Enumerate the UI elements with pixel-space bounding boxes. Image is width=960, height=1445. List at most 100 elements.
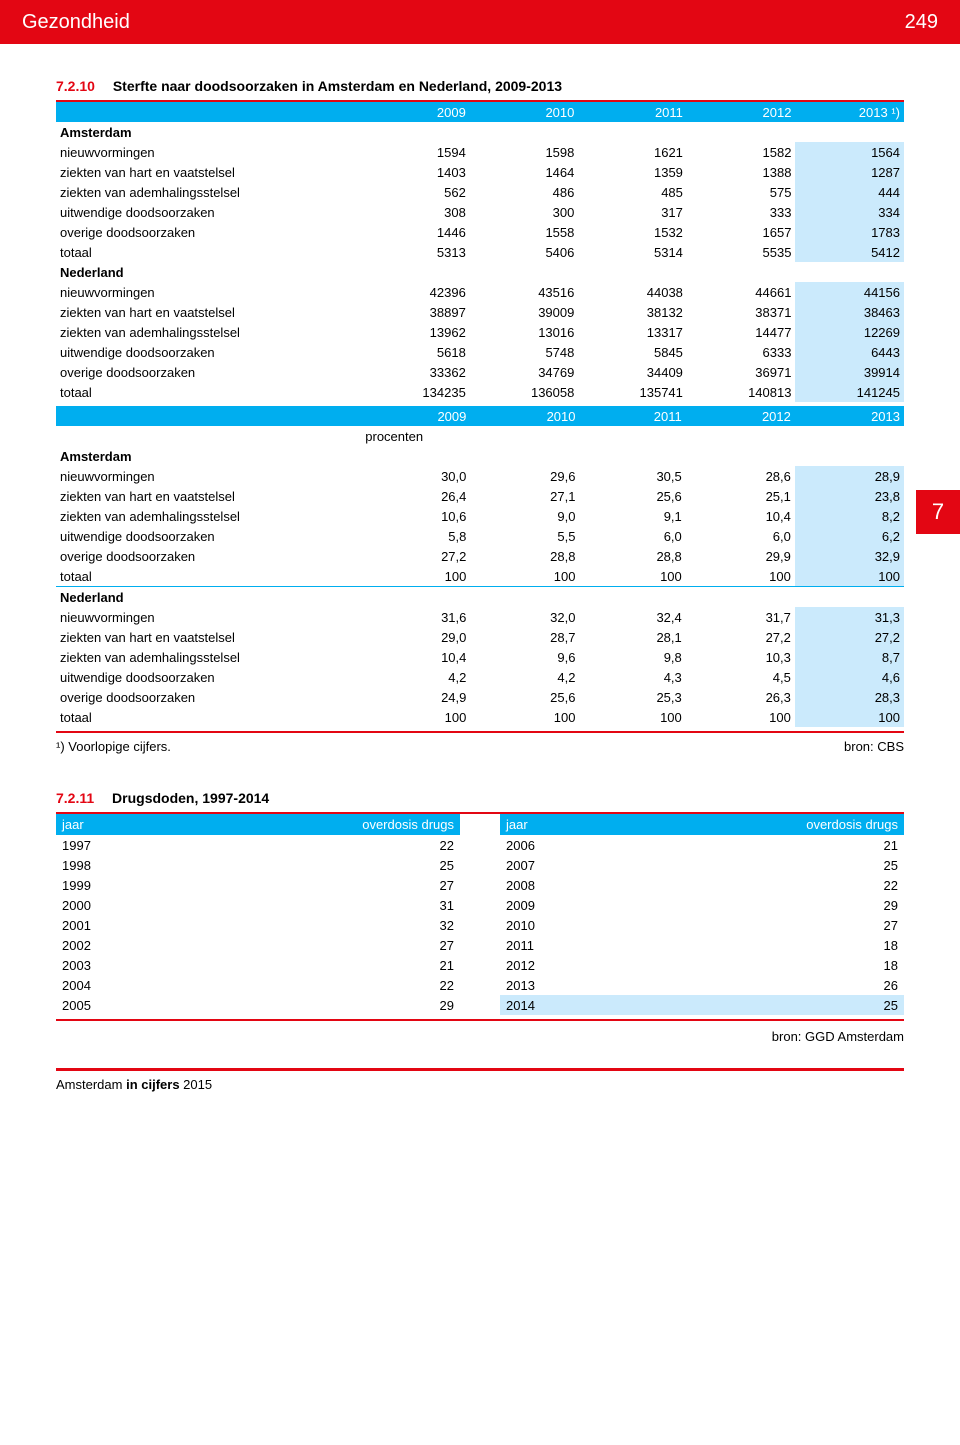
cell: 32,0: [470, 607, 579, 627]
cell: 1621: [578, 142, 687, 162]
cell: 100: [361, 707, 470, 727]
col-blank: [56, 102, 361, 122]
row-label: totaal: [56, 707, 361, 727]
cell: 36971: [687, 362, 796, 382]
col-year: 2010: [470, 406, 579, 426]
cell: 100: [579, 707, 685, 727]
row-label: overige doodsoorzaken: [56, 687, 361, 707]
bron-ggd: bron: GGD Amsterdam: [56, 1029, 904, 1044]
cell: 32,9: [795, 546, 904, 566]
cell: 39914: [795, 362, 904, 382]
table-row: ziekten van ademhalingsstelsel1396213016…: [56, 322, 904, 342]
cell: 28,8: [470, 546, 579, 566]
cell: 5,5: [470, 526, 579, 546]
cell: 6333: [687, 342, 796, 362]
cell-value: 32: [193, 915, 460, 935]
table-row: 199825: [56, 855, 460, 875]
cell: 28,6: [686, 466, 795, 486]
cell: 34769: [470, 362, 579, 382]
footnote-right: bron: CBS: [844, 739, 904, 754]
table-row: 200929: [500, 895, 904, 915]
cell: 1446: [361, 222, 470, 242]
cell: 26,4: [361, 486, 470, 506]
cell-value: 22: [193, 975, 460, 995]
col-year: 2012: [686, 406, 795, 426]
cell: 31,7: [686, 607, 795, 627]
cell-value: 22: [193, 835, 460, 855]
section-heading-1: 7.2.10 Sterfte naar doodsoorzaken in Ams…: [56, 78, 904, 94]
procenten-label-row: procenten: [56, 426, 904, 446]
cell: 100: [686, 566, 795, 587]
cell: 27,2: [361, 546, 470, 566]
row-label: overige doodsoorzaken: [56, 546, 361, 566]
table-row: uitwendige doodsoorzaken5618574858456333…: [56, 342, 904, 362]
cell: 9,8: [579, 647, 685, 667]
cell: 38132: [578, 302, 687, 322]
col-year: 2010: [470, 102, 579, 122]
cell: 25,6: [470, 687, 579, 707]
table-row: 200132: [56, 915, 460, 935]
table-row: 200822: [500, 875, 904, 895]
cell: 38897: [361, 302, 470, 322]
row-label: ziekten van hart en vaatstelsel: [56, 486, 361, 506]
col-year: 2009: [361, 406, 470, 426]
cell: 1388: [687, 162, 796, 182]
cell: 9,0: [470, 506, 579, 526]
col-year: 2009: [361, 102, 470, 122]
cell: 1783: [795, 222, 904, 242]
row-label: totaal: [56, 242, 361, 262]
row-label: totaal: [56, 382, 361, 402]
cell: 1287: [795, 162, 904, 182]
row-label: ziekten van ademhalingsstelsel: [56, 322, 361, 342]
header-title: Gezondheid: [22, 11, 905, 34]
cell: 9,1: [579, 506, 685, 526]
table-row: ziekten van hart en vaatstelsel140314641…: [56, 162, 904, 182]
cell: 6,0: [686, 526, 795, 546]
cell: 308: [361, 202, 470, 222]
cell: 42396: [361, 282, 470, 302]
section-number: 7.2.10: [56, 78, 95, 94]
cell: 8,2: [795, 506, 904, 526]
cell: 10,4: [686, 506, 795, 526]
table-row: overige doodsoorzaken24,925,625,326,328,…: [56, 687, 904, 707]
cell: 4,5: [686, 667, 795, 687]
cell: 25,6: [579, 486, 685, 506]
table-row: ziekten van hart en vaatstelsel388973900…: [56, 302, 904, 322]
table-row: nieuwvormingen15941598162115821564: [56, 142, 904, 162]
cell: 38463: [795, 302, 904, 322]
footer-part: in cijfers: [126, 1077, 183, 1092]
cell: 27,2: [686, 627, 795, 647]
cell: 317: [578, 202, 687, 222]
row-label: uitwendige doodsoorzaken: [56, 342, 361, 362]
row-label: overige doodsoorzaken: [56, 362, 361, 382]
cell: 140813: [687, 382, 796, 402]
cell: 4,3: [579, 667, 685, 687]
table-row: ziekten van ademhalingsstelsel10,69,09,1…: [56, 506, 904, 526]
table-row: 199722: [56, 835, 460, 855]
cell-value: 29: [193, 995, 460, 1015]
cell: 5618: [361, 342, 470, 362]
cell: 12269: [795, 322, 904, 342]
row-label: ziekten van ademhalingsstelsel: [56, 647, 361, 667]
cell: 39009: [470, 302, 579, 322]
col-overdosis: overdosis drugs: [637, 814, 904, 835]
cell: 25,1: [686, 486, 795, 506]
cell-year: 2012: [500, 955, 637, 975]
cell: 1464: [470, 162, 579, 182]
cell: 43516: [470, 282, 579, 302]
col-year: 2013 ¹): [795, 102, 904, 122]
group-header: Nederland: [56, 262, 904, 282]
cell: 1657: [687, 222, 796, 242]
col-jaar: jaar: [56, 814, 193, 835]
section-number: 7.2.11: [56, 790, 94, 806]
cell: 9,6: [470, 647, 579, 667]
cell: 29,9: [686, 546, 795, 566]
row-label: nieuwvormingen: [56, 282, 361, 302]
col-jaar: jaar: [500, 814, 637, 835]
cell-year: 2007: [500, 855, 637, 875]
cell: 134235: [361, 382, 470, 402]
procenten-label: procenten: [361, 426, 904, 446]
table-row: totaal100100100100100: [56, 707, 904, 727]
table-row: ziekten van ademhalingsstelsel10,49,69,8…: [56, 647, 904, 667]
cell: 28,1: [579, 627, 685, 647]
